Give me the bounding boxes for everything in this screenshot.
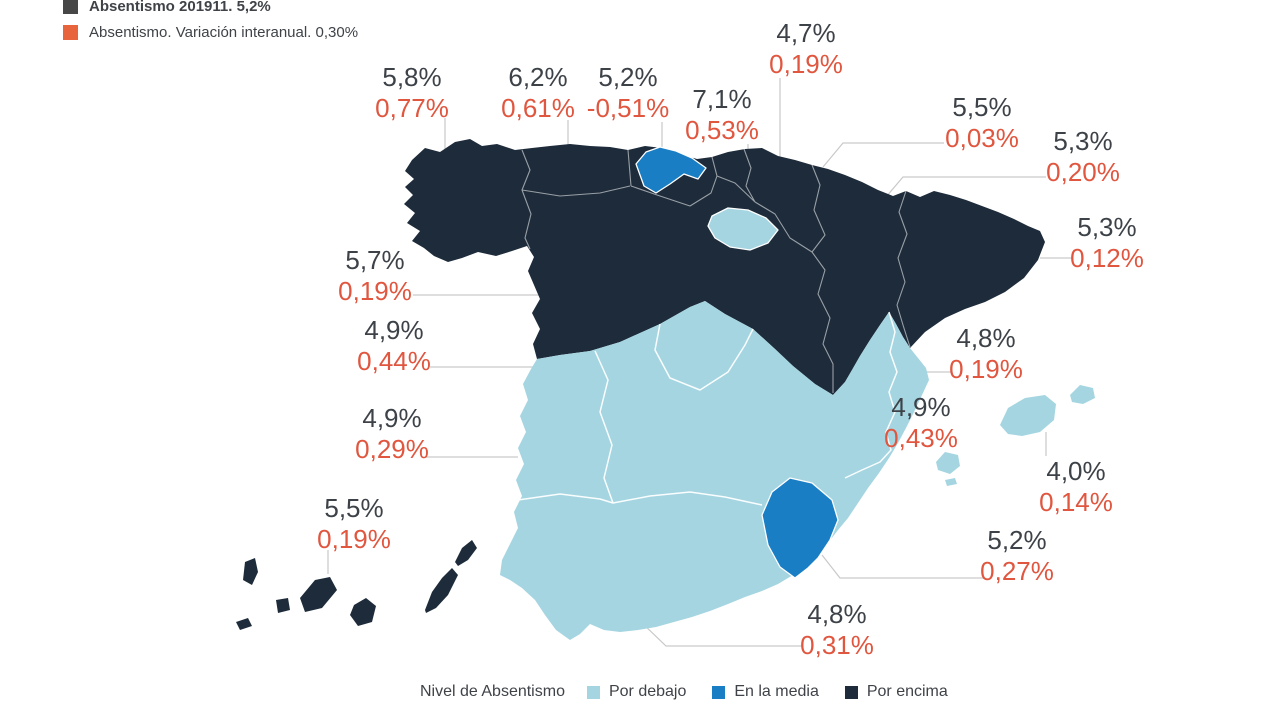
legend-swatch-icon	[586, 685, 600, 699]
region-la-rioja	[707, 207, 779, 251]
legend-swatch-icon	[712, 685, 726, 699]
legend-item-label: Por debajo	[608, 683, 687, 700]
region-north-above-average	[404, 139, 1045, 395]
region-borders-south	[517, 311, 898, 506]
legend-items: Por debajo En la media Por encima	[586, 683, 948, 701]
top-legend-label: Absentismo 201911. 5,2%	[89, 0, 271, 15]
absenteeism-level-legend: Nivel de Absentismo Por debajo En la med…	[420, 683, 948, 701]
legend-swatch-icon	[63, 24, 78, 40]
canary-islands	[236, 540, 477, 630]
region-cantabria	[635, 146, 707, 194]
region-borders-north	[521, 148, 911, 393]
legend-title: Nivel de Absentismo	[420, 683, 565, 700]
legend-item: En la media	[712, 683, 819, 701]
top-legend-label: Absentismo. Variación interanual. 0,30%	[89, 23, 359, 41]
legend-item-label: En la media	[734, 683, 819, 700]
balearic-islands	[936, 385, 1095, 486]
legend-item-label: Por encima	[866, 683, 948, 700]
region-murcia	[761, 477, 839, 579]
legend-item: Por debajo	[586, 683, 687, 701]
top-legend: Absentismo 201911. 5,2% Absentismo. Vari…	[63, 0, 358, 45]
legend-item: Por encima	[844, 683, 948, 701]
legend-swatch-icon	[844, 685, 858, 699]
top-legend-row: Absentismo. Variación interanual. 0,30%	[63, 19, 358, 45]
legend-swatch-icon	[63, 0, 78, 14]
top-legend-row: Absentismo 201911. 5,2%	[63, 0, 358, 19]
